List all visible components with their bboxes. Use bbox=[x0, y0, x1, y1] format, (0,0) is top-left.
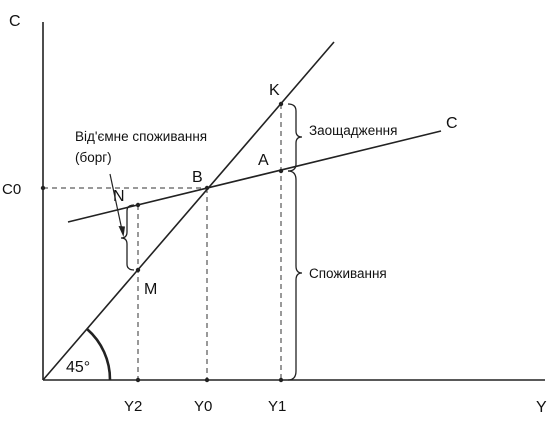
y-axis-label: C bbox=[9, 13, 21, 30]
point-k-label: K bbox=[269, 82, 280, 99]
y1-tick-marker bbox=[278, 377, 284, 383]
point-k-marker bbox=[278, 101, 284, 107]
c0-tick-marker bbox=[40, 185, 46, 191]
negative-arrow-line bbox=[109, 173, 123, 231]
point-b-marker bbox=[204, 185, 210, 191]
y2-tick-marker bbox=[135, 377, 141, 383]
consumption-line-label: C bbox=[446, 115, 458, 132]
dashed-guides bbox=[43, 104, 282, 380]
negative-consumption-brace bbox=[120, 204, 135, 271]
point-m-marker bbox=[135, 267, 141, 273]
tick-label-y0: Y0 bbox=[194, 398, 212, 415]
point-n-marker bbox=[135, 202, 141, 208]
savings-brace bbox=[287, 103, 303, 172]
tick-label-y1: Y1 bbox=[268, 398, 286, 415]
consumption-brace bbox=[287, 170, 303, 381]
angle-arc bbox=[86, 328, 112, 381]
tick-label-y2: Y2 bbox=[124, 398, 142, 415]
point-markers bbox=[40, 101, 284, 383]
point-n-label: N bbox=[113, 188, 125, 205]
point-a-marker bbox=[278, 168, 284, 174]
negative-consumption-label-line1: Від'ємне споживання bbox=[75, 129, 207, 144]
point-a-label: A bbox=[258, 152, 269, 169]
point-b-label: B bbox=[192, 169, 203, 186]
savings-label: Заощадження bbox=[309, 123, 397, 138]
negative-arrow-head bbox=[118, 226, 125, 237]
point-m-label: M bbox=[144, 281, 157, 298]
x-axis-label: Y bbox=[536, 399, 547, 416]
y0-tick-marker bbox=[204, 377, 210, 383]
consumption-label: Споживання bbox=[309, 266, 387, 281]
consumption-function-line bbox=[67, 130, 442, 223]
line-45-degree bbox=[42, 41, 335, 381]
angle-label: 45° bbox=[66, 359, 90, 376]
tick-label-c0: C0 bbox=[2, 181, 21, 198]
negative-consumption-label-line2: (борг) bbox=[75, 150, 112, 165]
